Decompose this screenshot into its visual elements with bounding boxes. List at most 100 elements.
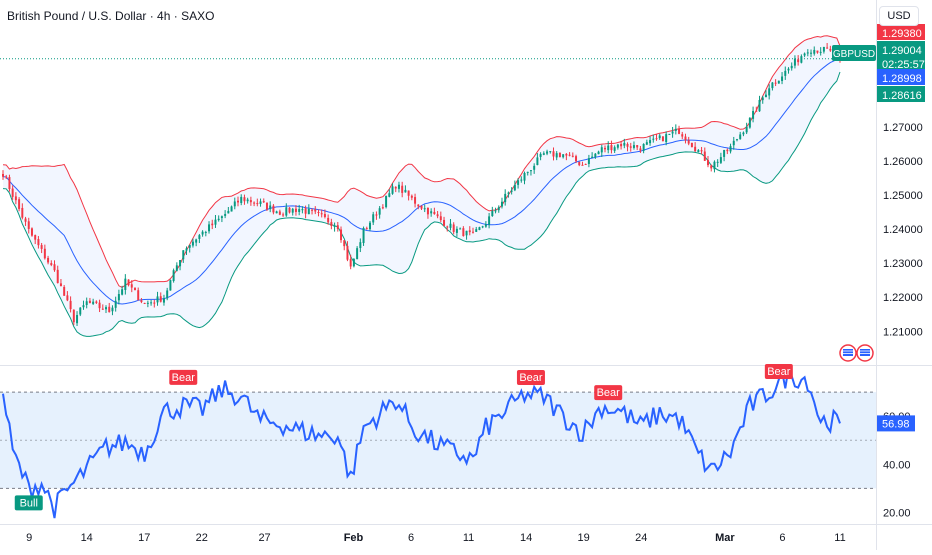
candle-body — [735, 139, 738, 141]
candle-body — [594, 153, 597, 158]
candle-body — [401, 185, 404, 193]
currency-button[interactable]: USD — [879, 6, 919, 26]
candle-body — [536, 157, 539, 166]
candle-body — [146, 302, 149, 304]
candle-body — [285, 207, 288, 216]
candle-body — [394, 186, 397, 189]
time-tick-label: 24 — [635, 532, 647, 544]
candle-body — [803, 53, 806, 56]
candle-body — [220, 216, 223, 219]
candle-body — [713, 161, 716, 170]
candle-body — [188, 244, 191, 248]
candle-body — [259, 201, 262, 204]
candle-body — [552, 151, 555, 157]
rsi-line[interactable] — [2, 364, 841, 519]
candle-body — [800, 56, 803, 63]
candle-body — [323, 214, 326, 217]
candle-body — [330, 222, 333, 227]
candle-body — [687, 140, 690, 144]
countdown-label: 02:25:57 — [882, 59, 925, 71]
rsi-tick-label: 40.00 — [883, 459, 911, 471]
candle-body — [819, 51, 822, 53]
price-tick-label: 1.25000 — [883, 190, 923, 202]
candle-body — [539, 153, 542, 157]
candle-body — [256, 203, 259, 205]
candle-body — [732, 140, 735, 146]
candle-body — [774, 82, 777, 84]
candle-body — [43, 248, 46, 259]
signal-label-bull: Bull — [20, 497, 38, 509]
candle-body — [5, 176, 8, 178]
candle-body — [562, 154, 565, 158]
candle-body — [121, 289, 124, 295]
candle-body — [513, 184, 516, 191]
candle-body — [72, 309, 75, 323]
candle-body — [410, 195, 413, 198]
time-tick-label: 6 — [408, 532, 414, 544]
candle-body — [117, 294, 120, 301]
candle-body — [533, 165, 536, 170]
event-flags-icon[interactable] — [839, 344, 874, 362]
candle-body — [632, 145, 635, 148]
candle-body — [50, 263, 53, 266]
candle-body — [781, 76, 784, 81]
time-axis[interactable]: 9 14 17 22 27 Feb 6 11 14 19 24 Mar 6 11 — [26, 532, 846, 544]
candle-body — [488, 216, 491, 225]
candle-body — [233, 201, 236, 207]
price-label-bg — [877, 57, 925, 71]
candle-body — [47, 257, 50, 263]
price-axis[interactable]: 1.27000 1.26000 1.25000 1.24000 1.23000 1.220… — [883, 122, 923, 338]
candle-body — [439, 216, 442, 221]
time-tick-label: 22 — [196, 532, 208, 544]
candle-body — [790, 65, 793, 69]
price-label-bg — [877, 24, 925, 40]
candle-body — [404, 189, 407, 193]
candlestick-series[interactable] — [2, 42, 841, 326]
candle-body — [63, 286, 66, 296]
candle-body — [246, 199, 249, 202]
candle-body — [288, 207, 291, 213]
candle-body — [571, 155, 574, 157]
price-label-bg — [877, 69, 925, 85]
candle-body — [349, 259, 352, 267]
candle-body — [806, 52, 809, 54]
candle-body — [433, 211, 436, 215]
candle-body — [452, 224, 455, 232]
candle-body — [755, 110, 758, 112]
signal-label-bg — [594, 385, 623, 401]
candle-body — [684, 136, 687, 141]
price-label-bg — [877, 86, 925, 102]
candle-body — [517, 180, 520, 185]
candle-body — [79, 307, 82, 315]
candle-body — [153, 302, 156, 304]
candle-body — [478, 227, 481, 230]
candle-body — [475, 229, 478, 232]
time-tick-label: Mar — [715, 532, 735, 544]
candle-body — [600, 147, 603, 153]
candle-body — [726, 149, 729, 152]
candle-body — [603, 147, 606, 150]
candle-body — [671, 131, 674, 134]
time-tick-label: 11 — [834, 532, 845, 544]
candle-body — [362, 227, 365, 244]
candle-body — [639, 148, 642, 151]
bb-lower-price-label: 1.28616 — [882, 90, 922, 102]
candle-body — [101, 308, 104, 310]
candle-body — [542, 153, 545, 155]
candle-body — [652, 138, 655, 140]
candle-body — [124, 278, 127, 291]
candle-body — [822, 46, 825, 52]
candle-body — [92, 301, 95, 304]
candle-body — [697, 150, 700, 153]
candle-body — [414, 197, 417, 204]
time-tick-label: 27 — [258, 532, 270, 544]
signal-label-bg — [516, 369, 545, 385]
candle-body — [301, 209, 304, 211]
candle-body — [578, 161, 581, 166]
candle-body — [314, 209, 317, 212]
rsi-value-label: 56.98 — [882, 418, 910, 430]
candle-body — [468, 230, 471, 233]
